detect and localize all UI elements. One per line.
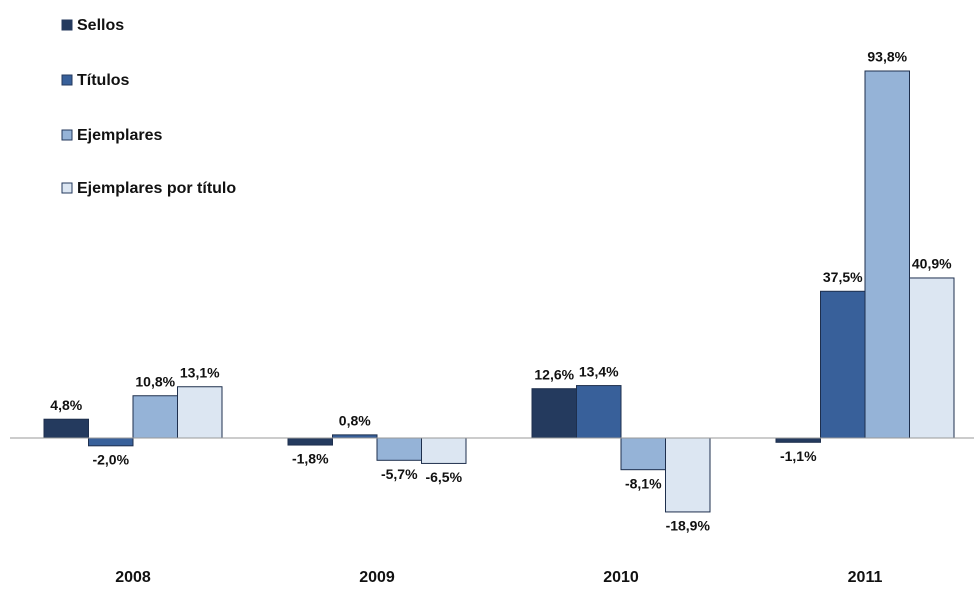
data-label: 13,1% <box>180 364 220 380</box>
legend-label: Títulos <box>77 72 130 89</box>
data-label: 40,9% <box>912 256 952 272</box>
bar <box>287 437 333 446</box>
bar <box>421 437 467 464</box>
bar <box>620 437 666 471</box>
data-label: -6,5% <box>425 469 462 485</box>
data-label: 12,6% <box>534 366 574 382</box>
bar <box>864 70 910 439</box>
data-label: -2,0% <box>92 452 129 468</box>
data-label: -1,1% <box>780 448 817 464</box>
x-tick-label: 2009 <box>359 569 395 586</box>
legend-label: Ejemplares por título <box>77 180 236 197</box>
legend-label: Sellos <box>77 17 124 34</box>
data-label: 93,8% <box>867 49 907 65</box>
bar <box>88 437 134 447</box>
bar <box>132 395 178 439</box>
bar <box>775 437 821 443</box>
bar <box>43 418 89 439</box>
bar <box>177 386 223 439</box>
legend-swatch <box>61 74 73 86</box>
bar <box>909 277 955 439</box>
data-label: 0,8% <box>339 413 371 429</box>
data-label: -1,8% <box>292 451 329 467</box>
bar <box>576 385 622 439</box>
data-label: 10,8% <box>135 373 175 389</box>
data-label: 4,8% <box>50 397 82 413</box>
x-tick-label: 2008 <box>115 569 151 586</box>
bar <box>531 388 577 439</box>
data-label: 37,5% <box>823 269 863 285</box>
legend-swatch <box>61 182 73 194</box>
legend-swatch <box>61 19 73 31</box>
x-tick-label: 2011 <box>848 569 883 586</box>
bar <box>820 290 866 439</box>
data-label: -5,7% <box>381 466 418 482</box>
data-label: -18,9% <box>666 518 711 534</box>
legend-label: Ejemplares <box>77 127 162 144</box>
x-tick-label: 2010 <box>603 569 639 586</box>
data-label: -8,1% <box>625 475 662 491</box>
bar <box>665 437 711 513</box>
data-label: 13,4% <box>579 363 619 379</box>
bar <box>376 437 422 461</box>
legend-swatch <box>61 129 73 141</box>
